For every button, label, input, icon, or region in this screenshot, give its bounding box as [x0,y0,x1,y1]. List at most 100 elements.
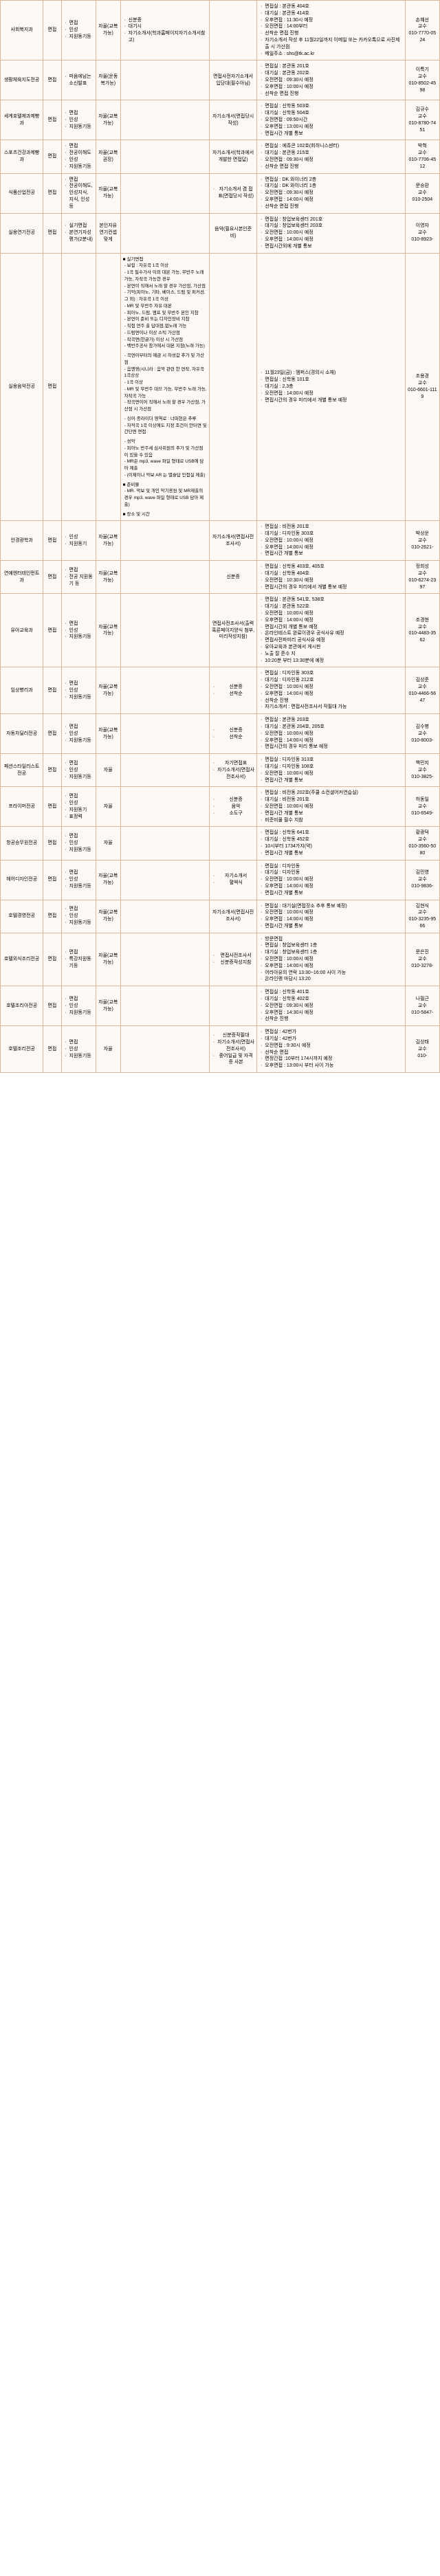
contact: 박상운교수010-2621- [405,521,439,561]
contact: 백민지교수010-3825- [405,754,439,787]
location: 면접실 : 디자인동대기실 : 디자인동오전면접 : 10:00시 예정오후면접… [257,860,405,900]
table-row: 프라이머전공면접면접인성지원동기표정력자율신분증음악소도구면접실 : 비전동 2… [1,787,440,827]
dress: 자율(교복가능) [96,561,120,594]
content: 면접전공이해도인성지원동기등 [61,140,96,173]
content: 면접전공 지원동기 등 [61,561,96,594]
location: 11월23일(금) : 멤퍼스(경의시 소재)면접실 : 신학동 101호대기실… [257,253,405,521]
prep: ■ 실기면접- 보컬 : 자유곡 1곡 이상- 1곡 필수가사 이외 대본 가능… [120,253,209,521]
prep [120,714,209,754]
type: 면접 [43,787,61,827]
table-row: 생활체육지도전공면접마음에남는 소신발표자율(운동복가능)면접사전자기소개서 입… [1,60,440,100]
dept-name: 세계호텔제과제빵과 [1,100,43,140]
prep [120,754,209,787]
content: 면접인성지원동기등 [61,714,96,754]
dress: 자율(교복가능) [96,594,120,667]
location: 면접실 : 42번가대기실 : 42번가오전면접 : 9:30시 예정선착순 면… [257,1026,405,1073]
dress: 자율(교복가능) [96,900,120,933]
type: 면접 [43,140,61,173]
dept-name: 유아교육과 [1,594,43,667]
dept-name: 프라이머전공 [1,787,43,827]
docs: 신분증작필대자기소개서(면접사전조사서)중어일급 및 자격증 사본 [209,1026,256,1073]
dept-name: 실용음악전공 [1,253,43,521]
dept-name: 호텔조리전공 [1,1026,43,1073]
table-row: 호텔조리전공면접면접인성지원동기등자율신분증작필대자기소개서(면접사전조사서)중… [1,1026,440,1073]
contact: 김상태교수010- [405,1026,439,1073]
type: 면접 [43,213,61,253]
dept-name: 항공승무원전공 [1,827,43,860]
prep [120,521,209,561]
docs [209,986,256,1026]
table-row: 안경광학과면접인성지원동기자율(교복가능)자기소개서(면접사전조사서)면접실 :… [1,521,440,561]
type: 면접 [43,754,61,787]
dept-name: 호텔외식조리전공 [1,933,43,986]
table-row: 항공승무원전공면접면접인성지원동기등자율면접실 : 신학동 641호대기실 : … [1,827,440,860]
content: 면접인성지원동기등 [61,594,96,667]
docs [209,827,256,860]
table-row: 실용연기전공면접실기면접본연기자성평가(2분내)본인자유연기컨셉맞게음악(필요시… [1,213,440,253]
contact: 나필근교수010-5847- [405,986,439,1026]
dress: 자율(교복가능) [96,1,120,60]
docs: 신분증 [209,561,256,594]
contact: 정희성교수010-6274-2397 [405,561,439,594]
type: 면접 [43,100,61,140]
docs: 면접사전자기소개서 입당대(필수아님) [209,60,256,100]
dress [96,253,120,521]
table-row: 헤어디자인전공면접면접인성지원동기등자율(교복가능)자기소개서혈엑식면접실 : … [1,860,440,900]
dress: 자율 [96,827,120,860]
docs: 자기소개서(학과에서 개발한 면접답) [209,140,256,173]
type: 면접 [43,667,61,714]
prep [120,60,209,100]
prep [120,900,209,933]
content [61,253,96,521]
table-row: 유아교육과면접면접인성지원동기등자율(교복가능)면접사전조사서(출력혹른페이지양… [1,594,440,667]
docs: 자기소개서혈엑식 [209,860,256,900]
type: 면접 [43,714,61,754]
prep [120,561,209,594]
dress: 자율(교복가능) [96,173,120,213]
content: 면접특강지원동기등 [61,933,96,986]
dress: 자율 [96,754,120,787]
table-row: 실용음악전공면접■ 실기면접- 보컬 : 자유곡 1곡 이상- 1곡 필수가사 … [1,253,440,521]
dept-name: 임상병리과 [1,667,43,714]
table-row: 호텔외식조리전공면접면접특강지원동기등자율(교복가능)면접사전조사서신분증작성지… [1,933,440,986]
dress: 본인자유연기컨셉맞게 [96,213,120,253]
docs: 자기소개서(면접사전조사서) [209,521,256,561]
location: 방문면접면접실 : 창업보육센터 1층대기실 : 창업보육센터 1층오전면접 :… [257,933,405,986]
dept-name: 식품산업전공 [1,173,43,213]
location: 면접실 : 디자인동 313호대기실 : 디자인동 108호오전면접 : 10:… [257,754,405,787]
docs [209,253,256,521]
prep [120,140,209,173]
dept-name: 자동차딜러전공 [1,714,43,754]
content: 면접인성지원동기등 [61,754,96,787]
type: 면접 [43,1026,61,1073]
location: 면접실 : 본관동 201호대기실 : 본관동 202호오전면접 : 09:30… [257,60,405,100]
dept-name: 연예엔터테인먼트과 [1,561,43,594]
prep [120,667,209,714]
table-row: 패션스타일리스트전공면접면접인성지원동기등자율자기면접표자기소개서(면접사전조사… [1,754,440,787]
type: 면접 [43,933,61,986]
location: 면접실 : 창업보육센터 201호대기실 : 창업보육센터 203호오전면접 :… [257,213,405,253]
dept-name: 호텔조리아전공 [1,986,43,1026]
docs [209,1,256,60]
contact: 김규수교수010-8780-7451 [405,100,439,140]
content: 면접인성지원동기등 [61,827,96,860]
table-row: 자동차딜러전공면접면접인성지원동기등자율(교복가능)신분증선착순면접실 : 본관… [1,714,440,754]
type: 면접 [43,561,61,594]
prep [120,986,209,1026]
dress: 자율(운동복가능) [96,60,120,100]
location: 면접실 : 비전동 202호(주쿨 소컨셜어커연습실)대기실 : 비전동 201… [257,787,405,827]
type: 면접 [43,900,61,933]
type: 면접 [43,827,61,860]
type: 면접 [43,521,61,561]
contact: 김민영교수010-9836- [405,860,439,900]
docs: 자기소개서(면접당시 작성) [209,100,256,140]
type: 면접 [43,986,61,1026]
location: 면접실 : 신학동 503호대기실 : 신학동 504호오전면접 : 09:50… [257,100,405,140]
dress: 자율 [96,787,120,827]
contact: 김현식교수010-3235-9566 [405,900,439,933]
table-row: 식품산업전공면접면접전공이해도, 인성지식, 지식, 인성등자율(교복가능)자기… [1,173,440,213]
dept-name: 안경광학과 [1,521,43,561]
prep [120,933,209,986]
location: 면접실 : 비전동 201호대기실 : 디자인동 303호오전면접 : 10:0… [257,521,405,561]
type: 면접 [43,173,61,213]
